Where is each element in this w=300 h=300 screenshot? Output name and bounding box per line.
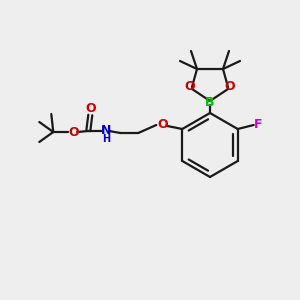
Text: N: N (101, 124, 112, 137)
Text: O: O (185, 80, 195, 94)
Text: O: O (225, 80, 235, 94)
Text: O: O (157, 118, 168, 131)
Text: F: F (254, 118, 262, 130)
Text: O: O (68, 125, 79, 139)
Text: O: O (85, 101, 96, 115)
Text: H: H (102, 134, 110, 144)
Text: B: B (205, 97, 215, 110)
